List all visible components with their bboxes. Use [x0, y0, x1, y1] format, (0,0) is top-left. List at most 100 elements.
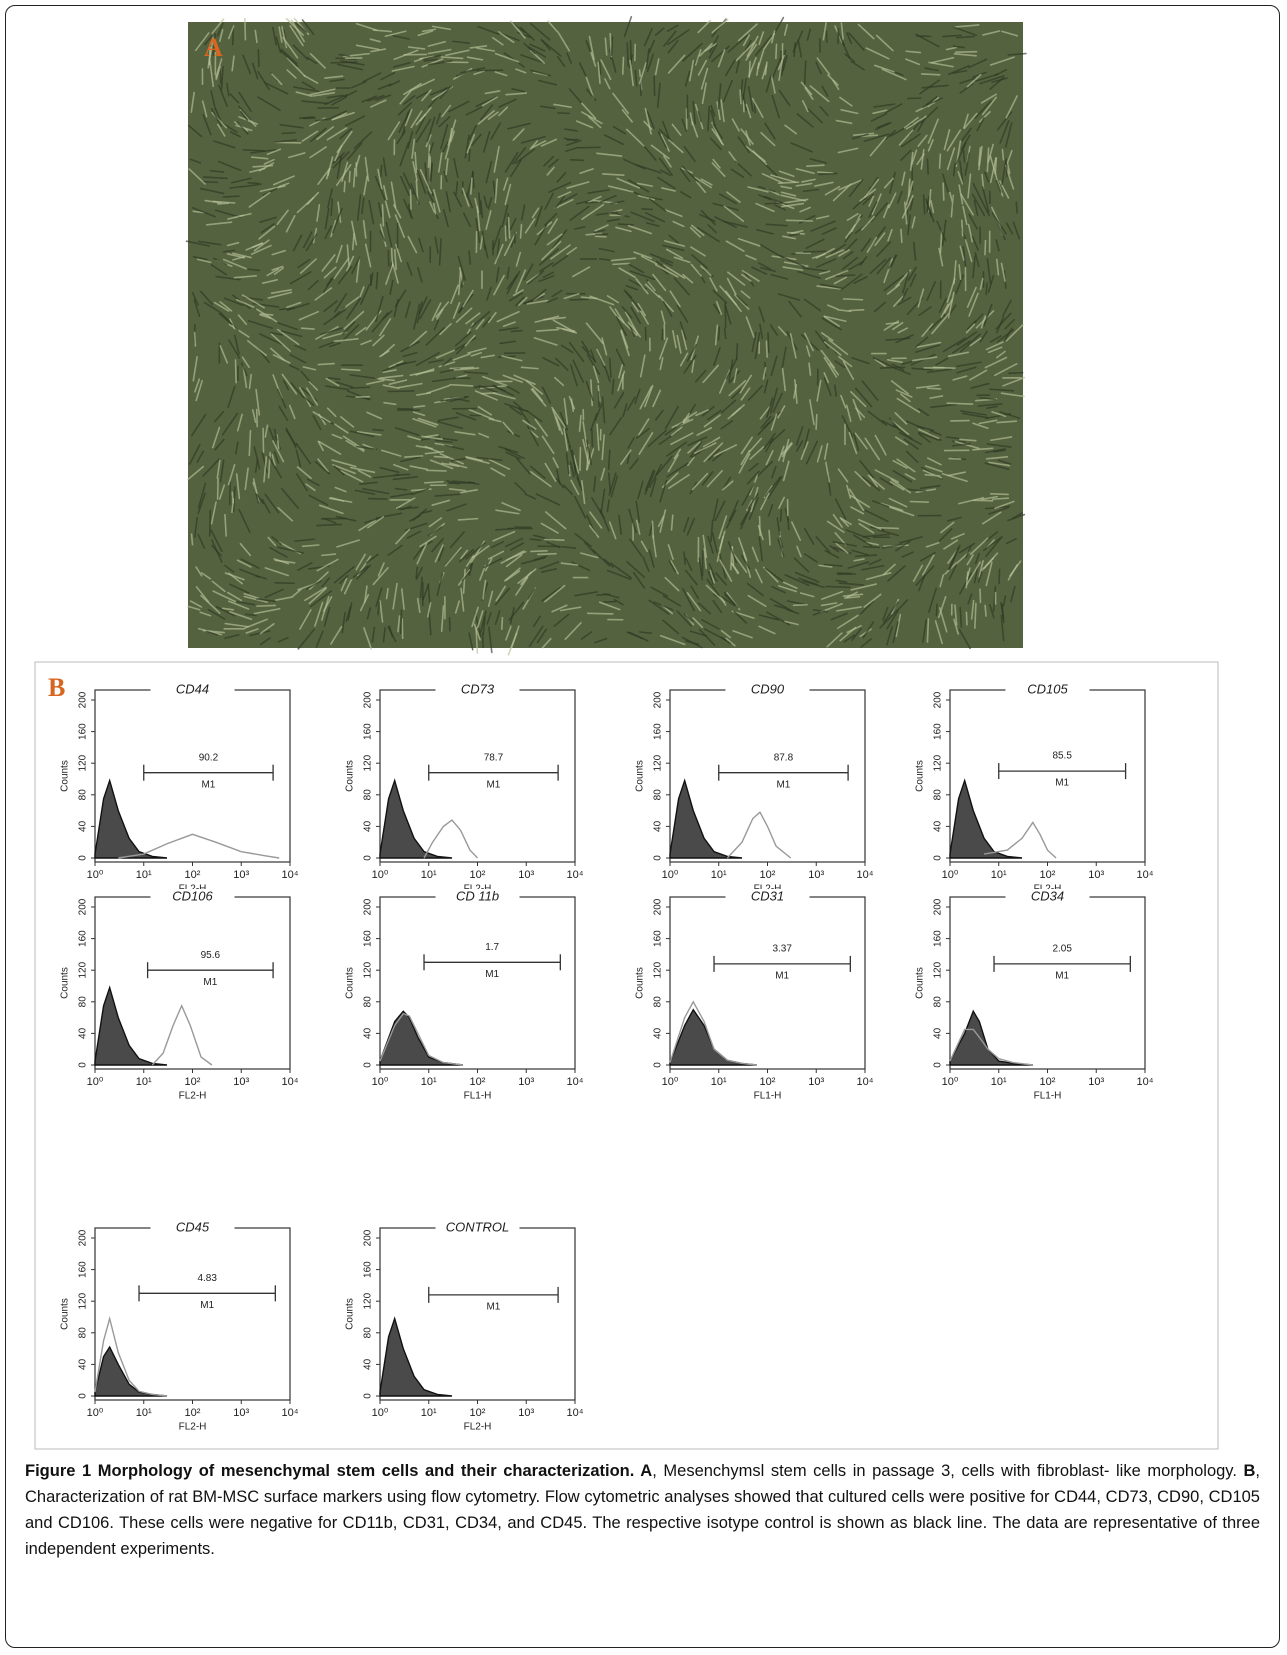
cell: [855, 407, 866, 419]
cell: [292, 234, 303, 252]
cell: [687, 436, 708, 447]
cell: [326, 94, 344, 99]
cell: [431, 25, 452, 31]
cell: [802, 100, 809, 113]
cell: [618, 514, 623, 535]
cell: [639, 354, 646, 378]
cell: [786, 231, 806, 235]
cell: [673, 277, 690, 296]
cell: [681, 329, 688, 351]
cell: [514, 148, 536, 165]
cell: [871, 193, 882, 215]
y-tick-label: 160: [363, 1261, 374, 1278]
cell: [551, 229, 568, 250]
cell: [803, 527, 815, 545]
cell: [379, 350, 390, 358]
x-tick-label: 10⁰: [372, 1076, 389, 1088]
cell: [912, 241, 917, 261]
cell: [290, 382, 304, 398]
cell: [296, 466, 312, 480]
cell: [982, 30, 1001, 36]
cell: [962, 245, 967, 267]
cell: [955, 50, 978, 54]
cell: [977, 403, 1003, 407]
cell: [318, 504, 344, 515]
cell: [672, 330, 677, 349]
cell: [700, 265, 712, 277]
cell: [432, 188, 441, 213]
cell: [197, 482, 207, 509]
cell: [610, 475, 619, 498]
cell: [231, 55, 235, 72]
cell: [606, 295, 619, 304]
cell: [523, 263, 534, 281]
cell: [917, 118, 926, 133]
cell: [655, 455, 673, 476]
cell: [649, 477, 657, 498]
cell: [606, 569, 632, 581]
cell: [228, 481, 232, 506]
cell: [745, 316, 755, 339]
x-tick-label: 10²: [760, 869, 776, 881]
cell: [639, 386, 653, 410]
cell: [392, 61, 415, 68]
y-tick-label: 120: [363, 1292, 374, 1309]
cell: [389, 279, 394, 296]
caption-text: Figure 1 Morphology of mesenchymal stem …: [25, 1462, 653, 1480]
cell: [797, 40, 803, 58]
cell: [587, 195, 602, 204]
cell: [270, 333, 291, 352]
cell: [940, 303, 949, 318]
cell: [978, 419, 998, 425]
cell: [267, 536, 277, 547]
cell: [689, 630, 708, 637]
cell: [848, 178, 864, 198]
cell: [601, 396, 606, 424]
cell: [955, 274, 965, 295]
cell: [312, 414, 322, 431]
cell: [682, 412, 691, 424]
cell: [351, 220, 358, 246]
x-tick-label: 10¹: [711, 869, 727, 881]
cell: [450, 130, 455, 142]
cell: [363, 627, 373, 650]
cell: [375, 512, 403, 519]
gate-name: M1: [203, 977, 217, 988]
cell: [355, 553, 366, 571]
cell: [465, 555, 475, 567]
x-tick-label: 10¹: [136, 1076, 152, 1088]
cell: [986, 443, 1012, 448]
cell: [697, 59, 708, 76]
cell: [316, 126, 335, 141]
cell: [366, 607, 372, 620]
cell: [955, 366, 977, 374]
cell: [1000, 262, 1006, 282]
cell: [967, 173, 972, 199]
cell: [741, 269, 760, 282]
cell: [989, 335, 1002, 343]
cell: [663, 264, 686, 279]
cell: [921, 323, 934, 338]
cell: [582, 421, 588, 448]
cell: [462, 568, 466, 594]
cell: [740, 507, 751, 530]
cell: [504, 537, 524, 548]
cell: [393, 49, 419, 61]
cell: [192, 255, 208, 261]
figure-frame: [5, 5, 1280, 1648]
cell: [193, 299, 201, 318]
x-tick-label: 10³: [233, 1076, 249, 1088]
cell: [777, 445, 785, 462]
gate-percent: 3.37: [772, 944, 792, 955]
cell: [309, 590, 333, 608]
cell: [387, 390, 415, 393]
cell: [770, 74, 776, 94]
cell: [681, 165, 699, 183]
cell: [960, 333, 981, 353]
x-tick-label: 10¹: [136, 869, 152, 881]
cell: [890, 478, 912, 494]
cell: [711, 45, 730, 63]
cell: [808, 362, 812, 376]
cell: [417, 267, 423, 283]
cell: [980, 93, 997, 104]
